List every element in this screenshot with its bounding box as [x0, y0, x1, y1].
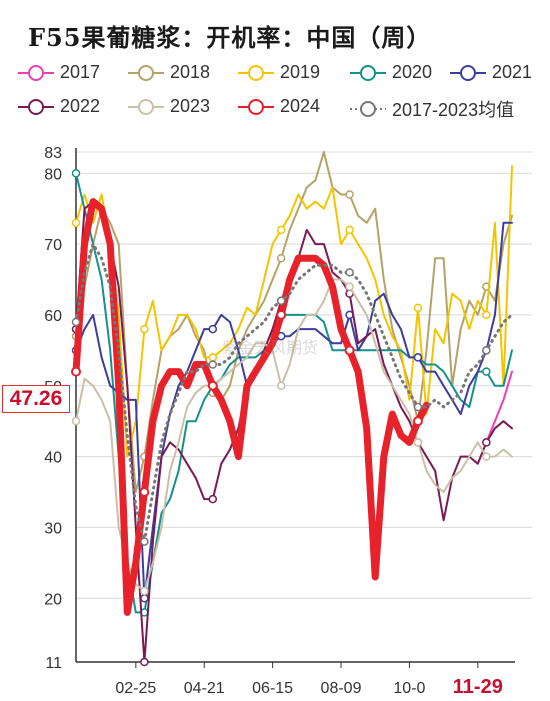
legend-item-2023: 2023 — [128, 96, 210, 117]
legend-label: 2018 — [170, 62, 211, 82]
data-point-2017-2023均值 — [345, 268, 354, 277]
x-tick-label: 06-15 — [252, 680, 293, 697]
y-tick-label: 83 — [44, 145, 62, 162]
x-tick-label: 04-21 — [184, 680, 225, 697]
y-tick-label: 11 — [45, 655, 62, 672]
data-point-2023 — [140, 586, 149, 596]
data-point-2020 — [482, 367, 491, 376]
data-point-2023 — [345, 282, 354, 291]
data-point-2017-2023均值 — [276, 296, 286, 305]
data-point-2018 — [345, 190, 354, 199]
data-point-2024 — [71, 366, 81, 377]
data-point-2024 — [139, 487, 150, 497]
legend-item-2019: 2019 — [238, 62, 320, 83]
x-tick-label: 10-0 — [393, 680, 425, 697]
chart-plot: 11203040506070808302-2504-2106-1508-0910… — [44, 145, 532, 698]
legend-label: 2021 — [492, 62, 533, 82]
legend-item-2017: 2017 — [18, 62, 100, 83]
series-line-2017-2023均值 — [74, 242, 514, 544]
data-point-2017-2023均值 — [413, 402, 423, 412]
data-point-2019 — [413, 303, 423, 313]
legend-item-2020: 2020 — [350, 62, 432, 83]
legend-item-2024: 2024 — [238, 96, 320, 117]
watermark: 紫金天风期货 — [222, 340, 319, 357]
legend-label: 2017 — [60, 62, 101, 82]
legend-marker — [128, 98, 164, 115]
chart-title: F55果葡糖浆：开机率：中国（周） — [28, 23, 432, 52]
series-line-2020 — [75, 172, 513, 614]
data-point-2017-2023均值 — [208, 360, 218, 369]
data-point-2017-2023均值 — [71, 317, 81, 327]
data-point-2024 — [207, 380, 218, 391]
latest-value-callout: 47.26 — [2, 385, 70, 413]
series-line-2023 — [75, 278, 513, 593]
data-point-2021 — [208, 324, 218, 334]
x-tick-label: 02-25 — [115, 680, 156, 697]
legend-marker — [18, 64, 54, 81]
legend-item-2021: 2021 — [450, 62, 532, 83]
legend-marker — [450, 64, 486, 81]
legend-marker — [350, 64, 386, 81]
x-tick-label: 08-09 — [321, 680, 362, 697]
data-point-2023 — [276, 381, 286, 390]
data-point-2017-2023均值 — [482, 346, 491, 355]
legend-marker — [350, 101, 386, 117]
legend-label: 2020 — [392, 62, 433, 82]
data-point-2019 — [208, 353, 218, 362]
legend-item-2022: 2022 — [18, 96, 100, 117]
series-line-2019 — [75, 165, 513, 458]
legend-marker — [238, 98, 274, 115]
legend-marker — [18, 98, 54, 115]
legend-label: 2023 — [170, 96, 211, 116]
data-point-2019 — [345, 225, 354, 235]
y-tick-label: 60 — [44, 308, 62, 325]
data-point-2024 — [344, 345, 355, 356]
data-point-2023 — [413, 438, 423, 447]
legend-label: 2024 — [280, 96, 321, 116]
y-tick-label: 30 — [44, 520, 62, 537]
data-point-2024 — [276, 309, 287, 320]
data-point-2021 — [140, 594, 149, 603]
data-point-2022 — [208, 494, 218, 504]
legend-label: 2022 — [60, 96, 101, 116]
y-tick-label: 20 — [44, 591, 62, 608]
legend-marker — [238, 64, 274, 81]
legend: 2017 2018 2019 2020 2021 2022 2023 2024 2017-202… — [0, 62, 550, 132]
legend-marker — [128, 64, 164, 81]
y-tick-label: 80 — [44, 166, 62, 183]
series-line-2021 — [75, 221, 513, 600]
series-line-2017 — [485, 370, 513, 444]
legend-item-2017-2023均值: 2017-2023均值 — [350, 96, 514, 122]
data-point-2019 — [71, 218, 81, 228]
legend-label: 2019 — [280, 62, 321, 82]
data-point-2023 — [71, 416, 81, 426]
legend-item-2018: 2018 — [128, 62, 210, 83]
data-point-2021 — [413, 353, 423, 362]
data-point-2022 — [482, 438, 491, 447]
legend-label: 2017-2023均值 — [392, 100, 515, 120]
data-point-2018 — [276, 254, 286, 263]
data-point-2019 — [140, 324, 149, 334]
y-tick-label: 70 — [44, 237, 62, 254]
data-point-2019 — [482, 310, 491, 320]
data-point-2022 — [140, 657, 149, 667]
y-tick-label: 40 — [44, 450, 62, 467]
data-point-2019 — [276, 225, 286, 235]
series-line-2024 — [72, 198, 430, 616]
data-point-2020 — [71, 169, 81, 178]
data-point-2023 — [482, 452, 491, 461]
x-tick-label: 11-29 — [453, 676, 503, 698]
data-point-2024 — [412, 416, 423, 427]
data-point-2017-2023均值 — [140, 537, 149, 546]
